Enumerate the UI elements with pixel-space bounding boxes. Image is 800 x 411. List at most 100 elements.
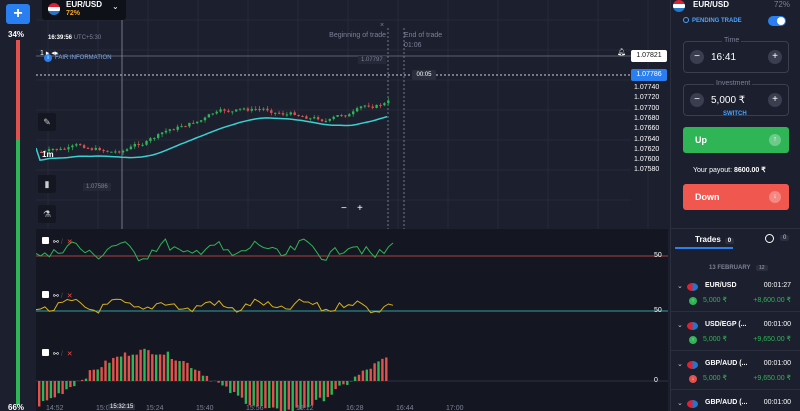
draw-tool-button[interactable]: ✎ [38, 113, 56, 131]
time-tick: 15:08 [96, 405, 114, 411]
chevron-down-icon[interactable]: ⌄ [677, 361, 683, 368]
candle-timer: 00:05 [412, 70, 436, 80]
price-tick: 1.07680 [634, 114, 660, 122]
indicator-1-controls[interactable]: ⚯ / ✕ [42, 237, 73, 246]
investment-increase-button[interactable]: + [768, 93, 782, 107]
payout-text: Your payout: 8600.00 ₹ [693, 167, 766, 174]
time-label: Time [722, 37, 742, 44]
time-field: Time − 16:41 + [683, 37, 789, 73]
investment-value[interactable]: 5,000 ₹ [711, 95, 746, 106]
alert-price-box[interactable]: 1.07821 [631, 50, 667, 62]
chevron-down-icon[interactable]: ⌄ [677, 322, 683, 329]
oscillator-2-line [36, 298, 394, 314]
asset-name: EUR/USD [66, 0, 103, 9]
indicator-2-level: 50 [654, 307, 662, 314]
trade-amount: 5,000 ₹ [703, 336, 727, 343]
clock-icon[interactable] [765, 234, 774, 243]
beginning-of-trade-label: Beginning of trade [329, 32, 386, 39]
trade-row[interactable]: ⌄ GBP/AUD (... 00:01:00 ↑ [671, 395, 800, 411]
indicator-3-controls[interactable]: ⚯ / ✕ [42, 349, 73, 358]
end-of-trade-time: 01:06 [404, 42, 422, 49]
time-tick: 16:44 [396, 405, 414, 411]
asset-selector[interactable]: EUR/USD 72% ⌄ [42, 0, 126, 20]
arrow-up-icon: ↑ [769, 134, 781, 146]
trade-win: +9,650.00 ₹ [753, 375, 791, 382]
trade-row[interactable]: ⌄ EUR/USD 00:01:27 ↑ 5,000 ₹ +8,600.00 ₹ [671, 278, 800, 312]
fair-information-link[interactable]: i FAIR INFORMATION [44, 54, 112, 62]
trade-asset: GBP/AUD (... [705, 360, 748, 367]
arrow-down-icon: ↓ [689, 375, 697, 383]
timeframe-button[interactable]: 1m [42, 150, 54, 159]
trade-panel: EUR/USD 72% PENDING TRADE Time − 16:41 +… [670, 0, 800, 411]
chevron-down-icon: ⌄ [112, 2, 119, 11]
chart-area[interactable] [36, 0, 668, 411]
price-tick: 1.07660 [634, 125, 660, 133]
time-value[interactable]: 16:41 [711, 52, 737, 63]
investment-label: Investment [714, 80, 753, 87]
sentiment-rail: + 34% 66% [0, 0, 36, 411]
chevron-down-icon[interactable]: ⌄ [677, 283, 683, 290]
zoom-control[interactable]: 1 ▸ ◂▸ [40, 50, 59, 57]
trade-win: +9,650.00 ₹ [753, 336, 791, 343]
investment-decrease-button[interactable]: − [690, 93, 704, 107]
trade-time: 00:01:00 [763, 399, 791, 406]
remove-indicator-icon: ✕ [66, 239, 73, 246]
time-tick: 17:00 [446, 405, 464, 411]
indicators-button[interactable]: ⚗ [38, 205, 56, 223]
current-price-box: 1.07786 [631, 69, 667, 81]
pending-trade-option[interactable]: PENDING TRADE [683, 17, 742, 24]
trades-tab-underline [675, 247, 733, 249]
time-tick: 14:52 [46, 405, 64, 411]
price-tick: 1.07600 [634, 156, 660, 164]
time-tick: 16:28 [346, 405, 364, 411]
arrow-down-icon: ↓ [769, 191, 781, 203]
price-tick: 1.07640 [634, 135, 660, 143]
eu-flag-icon [48, 3, 60, 15]
remove-indicator-icon: ✕ [66, 293, 73, 300]
up-button[interactable]: Up ↑ [683, 127, 789, 153]
oscillator-1-line [36, 238, 394, 262]
close-marker-icon[interactable]: × [380, 22, 385, 29]
hide-icon [42, 237, 49, 244]
down-button[interactable]: Down ↓ [683, 184, 789, 210]
trade-asset: GBP/AUD (... [705, 399, 748, 406]
investment-field: Investment − 5,000 ₹ + [683, 80, 789, 116]
indicator-2-controls[interactable]: ⚯ / ✕ [42, 291, 73, 300]
add-chart-button[interactable]: + [6, 4, 30, 24]
zoom-in-button[interactable]: + [357, 203, 363, 214]
trade-time: 00:01:00 [763, 321, 791, 328]
time-increase-button[interactable]: + [768, 50, 782, 64]
pending-toggle[interactable] [768, 16, 786, 26]
chevron-down-icon[interactable]: ⌄ [677, 400, 683, 407]
price-tick: 1.07740 [634, 84, 660, 91]
tab-trades[interactable]: Trades 0 [695, 235, 735, 244]
pending-count: 0 [780, 235, 790, 241]
price-chart-svg [36, 0, 668, 411]
hide-icon [42, 291, 49, 298]
trade-row[interactable]: ⌄ GBP/AUD (... 00:01:00 ↓ 5,000 ₹ +9,650… [671, 356, 800, 390]
trade-amount: 5,000 ₹ [703, 375, 727, 382]
trade-asset: EUR/USD [705, 282, 737, 289]
pair-flag-icon [687, 283, 698, 291]
time-tick: 15:24 [146, 405, 164, 411]
info-icon: i [44, 54, 52, 62]
indicator-1-level: 50 [654, 252, 662, 259]
chart-type-button[interactable]: ▮ [38, 175, 56, 193]
pair-flag-icon [687, 322, 698, 330]
zoom-out-button[interactable]: − [341, 203, 347, 214]
price-tick: 1.07580 [634, 166, 660, 174]
sentiment-bottom-pct: 66% [8, 403, 25, 411]
time-tick: 15:56 [246, 405, 264, 411]
switch-currency-link[interactable]: SWITCH [723, 111, 747, 117]
trade-time: 00:01:27 [763, 282, 791, 289]
time-decrease-button[interactable]: − [690, 50, 704, 64]
time-tick: 16:12 [296, 405, 314, 411]
pending-icon [683, 17, 689, 23]
trade-asset: USD/EGP (... [705, 321, 747, 328]
price-tick: 1.07620 [634, 145, 660, 153]
bell-icon[interactable]: 🔔︎ [617, 49, 626, 56]
trade-row[interactable]: ⌄ USD/EGP (... 00:01:00 ↑ 5,000 ₹ +9,650… [671, 317, 800, 351]
trade-amount: 5,000 ₹ [703, 297, 727, 304]
arrow-up-icon: ↑ [689, 297, 697, 305]
